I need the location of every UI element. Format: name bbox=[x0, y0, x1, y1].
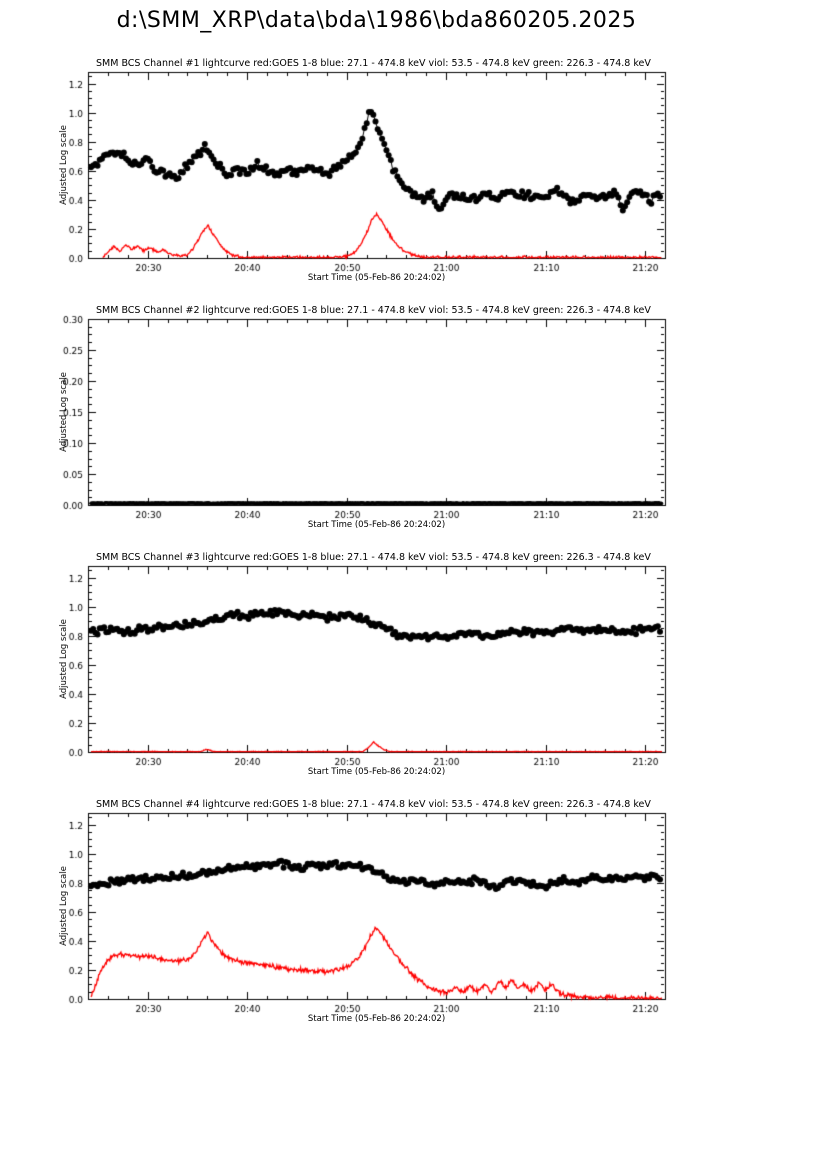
y-axis-label-channel-2: Adjusted Log scale bbox=[59, 372, 69, 452]
chart-panel-2: SMM BCS Channel #2 lightcurve red:GOES 1… bbox=[0, 293, 826, 540]
chart-panel-3: SMM BCS Channel #3 lightcurve red:GOES 1… bbox=[0, 540, 826, 787]
chart-canvas-channel-2 bbox=[0, 293, 826, 540]
x-axis-label-channel-2: Start Time (05-Feb-86 20:24:02) bbox=[307, 520, 446, 530]
x-axis-label-channel-1: Start Time (05-Feb-86 20:24:02) bbox=[307, 273, 446, 283]
x-axis-label-channel-4: Start Time (05-Feb-86 20:24:02) bbox=[307, 1014, 446, 1024]
y-axis-label-channel-4: Adjusted Log scale bbox=[59, 866, 69, 946]
chart-title-channel-2: SMM BCS Channel #2 lightcurve red:GOES 1… bbox=[96, 305, 651, 316]
x-axis-label-channel-3: Start Time (05-Feb-86 20:24:02) bbox=[307, 767, 446, 777]
chart-title-channel-3: SMM BCS Channel #3 lightcurve red:GOES 1… bbox=[96, 552, 651, 563]
chart-title-channel-1: SMM BCS Channel #1 lightcurve red:GOES 1… bbox=[96, 58, 651, 69]
chart-title-channel-4: SMM BCS Channel #4 lightcurve red:GOES 1… bbox=[96, 799, 651, 810]
chart-canvas-channel-4 bbox=[0, 787, 826, 1034]
chart-panel-4: SMM BCS Channel #4 lightcurve red:GOES 1… bbox=[0, 787, 826, 1034]
page-title: d:\SMM_XRP\data\bda\1986\bda860205.2025 bbox=[116, 8, 637, 33]
y-axis-label-channel-1: Adjusted Log scale bbox=[59, 125, 69, 205]
chart-canvas-channel-3 bbox=[0, 540, 826, 787]
chart-canvas-channel-1 bbox=[0, 46, 826, 293]
chart-panel-1: SMM BCS Channel #1 lightcurve red:GOES 1… bbox=[0, 46, 826, 293]
y-axis-label-channel-3: Adjusted Log scale bbox=[59, 619, 69, 699]
